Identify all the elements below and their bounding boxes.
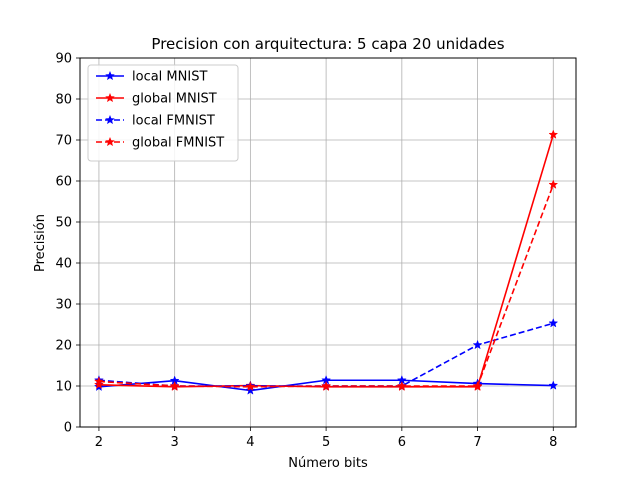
legend-entry: global FMNIST: [96, 136, 224, 151]
series-global-fmnist: [93, 179, 559, 392]
legend-swatch-marker: [105, 70, 115, 81]
legend-entry: local MNIST: [96, 70, 207, 85]
data-point: [548, 318, 559, 328]
data-point: [93, 379, 104, 389]
y-tick-label: 20: [55, 339, 72, 354]
x-tick-label: 4: [246, 435, 254, 450]
legend-entry: local FMNIST: [96, 114, 215, 129]
data-point: [93, 376, 104, 386]
legend-label: local FMNIST: [132, 114, 215, 129]
data-point: [548, 179, 559, 189]
y-tick-label: 90: [55, 52, 72, 67]
y-tick-label: 70: [55, 134, 72, 149]
legend: local MNIST global MNIST local FMNIST globa…: [87, 64, 239, 162]
legend-label: global MNIST: [132, 92, 217, 107]
y-axis-label: Precisión: [33, 214, 48, 272]
x-tick-label: 3: [171, 435, 179, 450]
y-tick-label: 60: [55, 175, 72, 190]
legend-swatch-marker: [105, 92, 115, 103]
legend-swatch-marker: [105, 136, 115, 147]
x-axis-label: Número bits: [288, 456, 368, 471]
series-layer: [93, 129, 559, 395]
legend-entry: global MNIST: [96, 92, 217, 107]
data-point: [548, 129, 559, 139]
legend-label: local MNIST: [132, 70, 207, 85]
x-tick-label: 7: [473, 435, 481, 450]
x-tick-label: 8: [549, 435, 557, 450]
plot-frame: [79, 57, 577, 428]
data-point: [472, 380, 483, 391]
legend-box: [87, 64, 239, 162]
x-tick-label: 2: [95, 435, 103, 450]
chart-title: Precision con arquitectura: 5 capa 20 un…: [151, 35, 504, 53]
data-point: [472, 339, 483, 350]
data-point: [321, 380, 332, 391]
y-tick-label: 50: [55, 216, 72, 231]
y-tick-label: 80: [55, 93, 72, 108]
data-point: [245, 385, 256, 395]
y-tick-label: 10: [55, 380, 72, 395]
y-tick-label: 30: [55, 298, 72, 313]
x-tick-label: 5: [322, 435, 330, 450]
data-point: [548, 380, 559, 390]
y-tick-label: 40: [55, 257, 72, 272]
x-tick-label: 6: [398, 435, 406, 450]
data-point: [245, 381, 256, 392]
data-point: [169, 380, 180, 391]
legend-label: global FMNIST: [132, 136, 224, 151]
data-point: [396, 380, 407, 391]
legend-swatch-marker: [105, 114, 115, 125]
y-tick-label: 0: [64, 421, 72, 436]
